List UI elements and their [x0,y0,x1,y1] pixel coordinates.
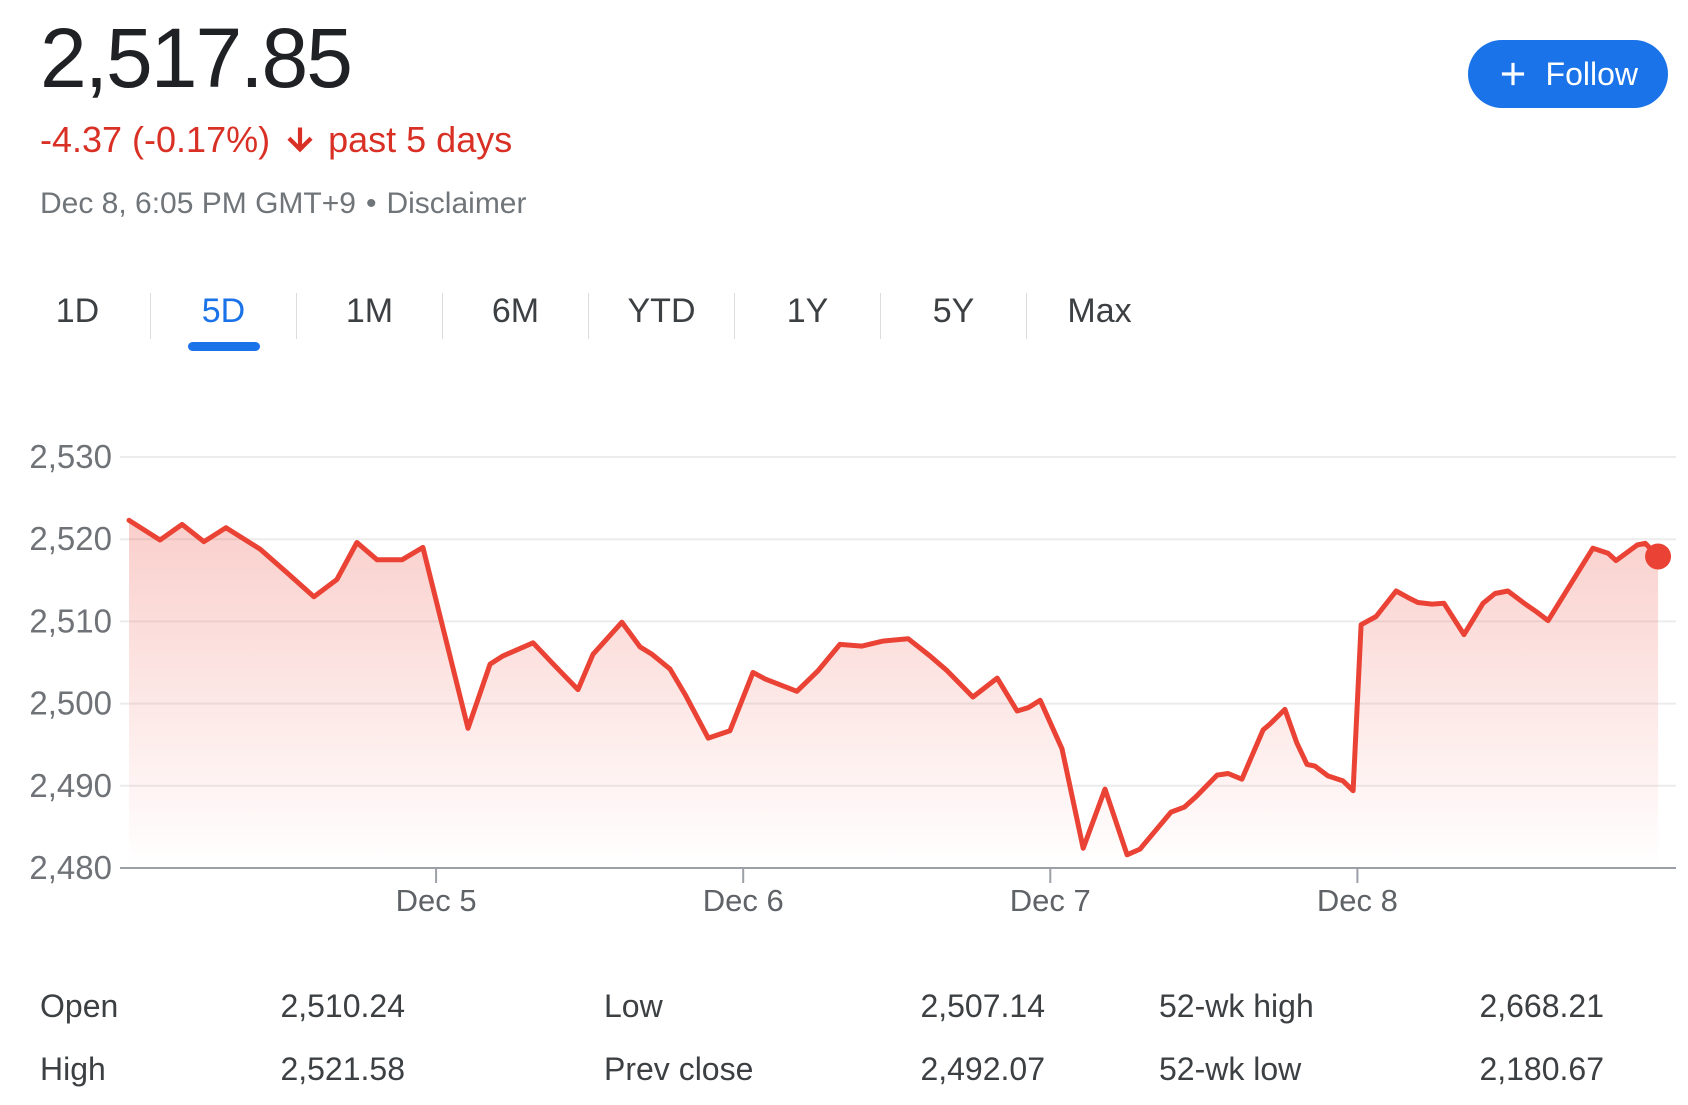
price-chart[interactable]: Dec 5 Dec 6 Dec 7 Dec 8 2,530 2,520 2,510 2,500… [0,403,1688,933]
tab-5d[interactable]: 5D [151,271,296,352]
tab-label: 5Y [932,291,975,330]
active-tab-underline [187,342,260,352]
stat-prev-close: Prev close 2,492.07 [604,1038,1045,1101]
current-price: 2,517.85 [40,11,353,105]
tab-divider [588,293,589,340]
x-axis-label: Dec 7 [1010,883,1091,918]
change-period: past 5 days [328,119,513,161]
y-axis-label: 2,510 [29,602,112,639]
stat-value: 2,510.24 [280,988,405,1025]
stat-label: High [40,1051,106,1088]
follow-button[interactable]: Follow [1467,40,1668,108]
arrow-down-icon [282,123,318,159]
x-axis-label: Dec 8 [1317,883,1398,918]
stat-open: Open 2,510.24 [40,975,405,1038]
stat-low: Low 2,507.14 [604,975,1045,1038]
x-axis-label: Dec 6 [703,883,784,918]
tab-divider [296,293,297,340]
y-axis-label: 2,530 [29,438,112,475]
stat-value: 2,668.21 [1479,988,1604,1025]
tab-label: 5D [201,291,246,330]
price-header: 2,517.85 Follow [40,11,1688,108]
stat-52wk-high: 52-wk high 2,668.21 [1159,975,1604,1038]
change-value: -4.37 (-0.17%) [40,119,271,161]
x-axis-label: Dec 5 [396,883,477,918]
area-fill [129,520,1659,869]
tab-1y[interactable]: 1Y [735,271,880,351]
stat-value: 2,180.67 [1479,1051,1604,1088]
stat-label: 52-wk low [1159,1051,1302,1088]
tab-1d[interactable]: 1D [5,271,150,351]
tab-label: Max [1067,291,1132,330]
tab-max[interactable]: Max [1027,271,1172,351]
tab-1m[interactable]: 1M [297,271,442,351]
y-axis-label: 2,520 [29,520,112,557]
tab-label: YTD [627,291,696,330]
dot-separator: • [365,187,377,221]
tab-divider [150,293,151,340]
stat-label: Low [604,988,663,1025]
price-chart-svg: Dec 5 Dec 6 Dec 7 Dec 8 2,530 2,520 2,510 2,500… [29,438,1676,918]
tab-divider [880,293,881,340]
tab-divider [442,293,443,340]
current-price-dot [1645,543,1672,570]
stats-panel: Open 2,510.24 High 2,521.58 Low 2,507.14… [0,975,1688,1105]
stats-column: 52-wk high 2,668.21 52-wk low 2,180.67 [1159,975,1604,1101]
quote-meta-row: Dec 8, 6:05 PM GMT+9 • Disclaimer [40,187,1688,221]
y-axis-label: 2,500 [29,685,112,722]
tab-ytd[interactable]: YTD [589,271,734,351]
tab-5y[interactable]: 5Y [881,271,1026,351]
price-change-row: -4.37 (-0.17%) past 5 days [40,119,1688,161]
stat-52wk-low: 52-wk low 2,180.67 [1159,1038,1604,1101]
quote-timestamp: Dec 8, 6:05 PM GMT+9 [40,187,356,221]
stat-value: 2,492.07 [920,1051,1045,1088]
price-line [126,517,1661,858]
y-axis-label: 2,490 [29,767,112,804]
stat-high: High 2,521.58 [40,1038,405,1101]
follow-button-label: Follow [1545,55,1638,92]
stat-label: Prev close [604,1051,754,1088]
tab-divider [1026,293,1027,340]
range-tab-bar: 1D 5D 1M 6M YTD 1Y 5Y Max [5,271,1688,352]
plus-icon [1494,55,1532,93]
stat-label: Open [40,988,119,1025]
stats-column: Low 2,507.14 Prev close 2,492.07 [604,975,1045,1101]
stat-value: 2,521.58 [280,1051,405,1088]
y-axis-label: 2,480 [29,849,112,886]
tab-label: 1Y [786,291,829,330]
stats-column: Open 2,510.24 High 2,521.58 [40,975,405,1101]
stat-value: 2,507.14 [920,988,1045,1025]
stat-label: 52-wk high [1159,988,1314,1025]
tab-label: 1M [345,291,394,330]
tab-label: 1D [55,291,100,330]
tab-label: 6M [491,291,540,330]
tab-divider [734,293,735,340]
tab-6m[interactable]: 6M [443,271,588,351]
disclaimer-link[interactable]: Disclaimer [386,187,527,221]
